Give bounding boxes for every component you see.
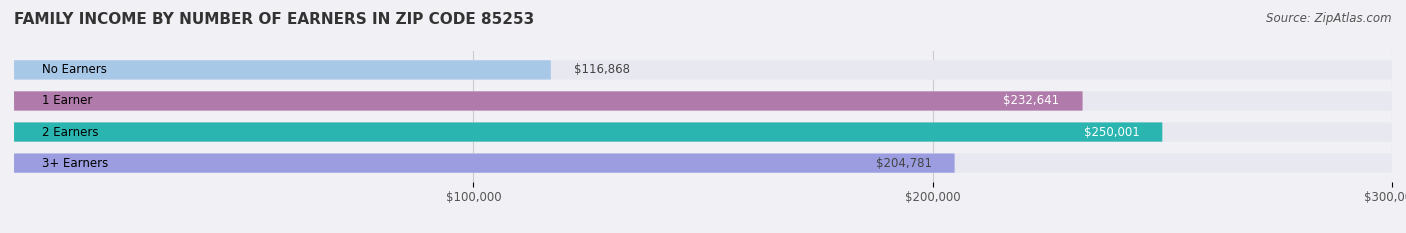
FancyBboxPatch shape bbox=[14, 122, 1392, 142]
Text: FAMILY INCOME BY NUMBER OF EARNERS IN ZIP CODE 85253: FAMILY INCOME BY NUMBER OF EARNERS IN ZI… bbox=[14, 12, 534, 27]
FancyBboxPatch shape bbox=[14, 91, 1083, 111]
Text: $204,781: $204,781 bbox=[876, 157, 932, 170]
FancyBboxPatch shape bbox=[14, 60, 551, 79]
Text: 2 Earners: 2 Earners bbox=[42, 126, 98, 139]
FancyBboxPatch shape bbox=[14, 122, 1163, 142]
Text: Source: ZipAtlas.com: Source: ZipAtlas.com bbox=[1267, 12, 1392, 25]
Text: $232,641: $232,641 bbox=[1004, 94, 1060, 107]
FancyBboxPatch shape bbox=[14, 154, 1392, 173]
FancyBboxPatch shape bbox=[14, 154, 955, 173]
Text: 3+ Earners: 3+ Earners bbox=[42, 157, 108, 170]
Text: No Earners: No Earners bbox=[42, 63, 107, 76]
Text: $116,868: $116,868 bbox=[574, 63, 630, 76]
Text: $250,001: $250,001 bbox=[1084, 126, 1139, 139]
FancyBboxPatch shape bbox=[14, 60, 1392, 79]
FancyBboxPatch shape bbox=[14, 91, 1392, 111]
Text: 1 Earner: 1 Earner bbox=[42, 94, 91, 107]
